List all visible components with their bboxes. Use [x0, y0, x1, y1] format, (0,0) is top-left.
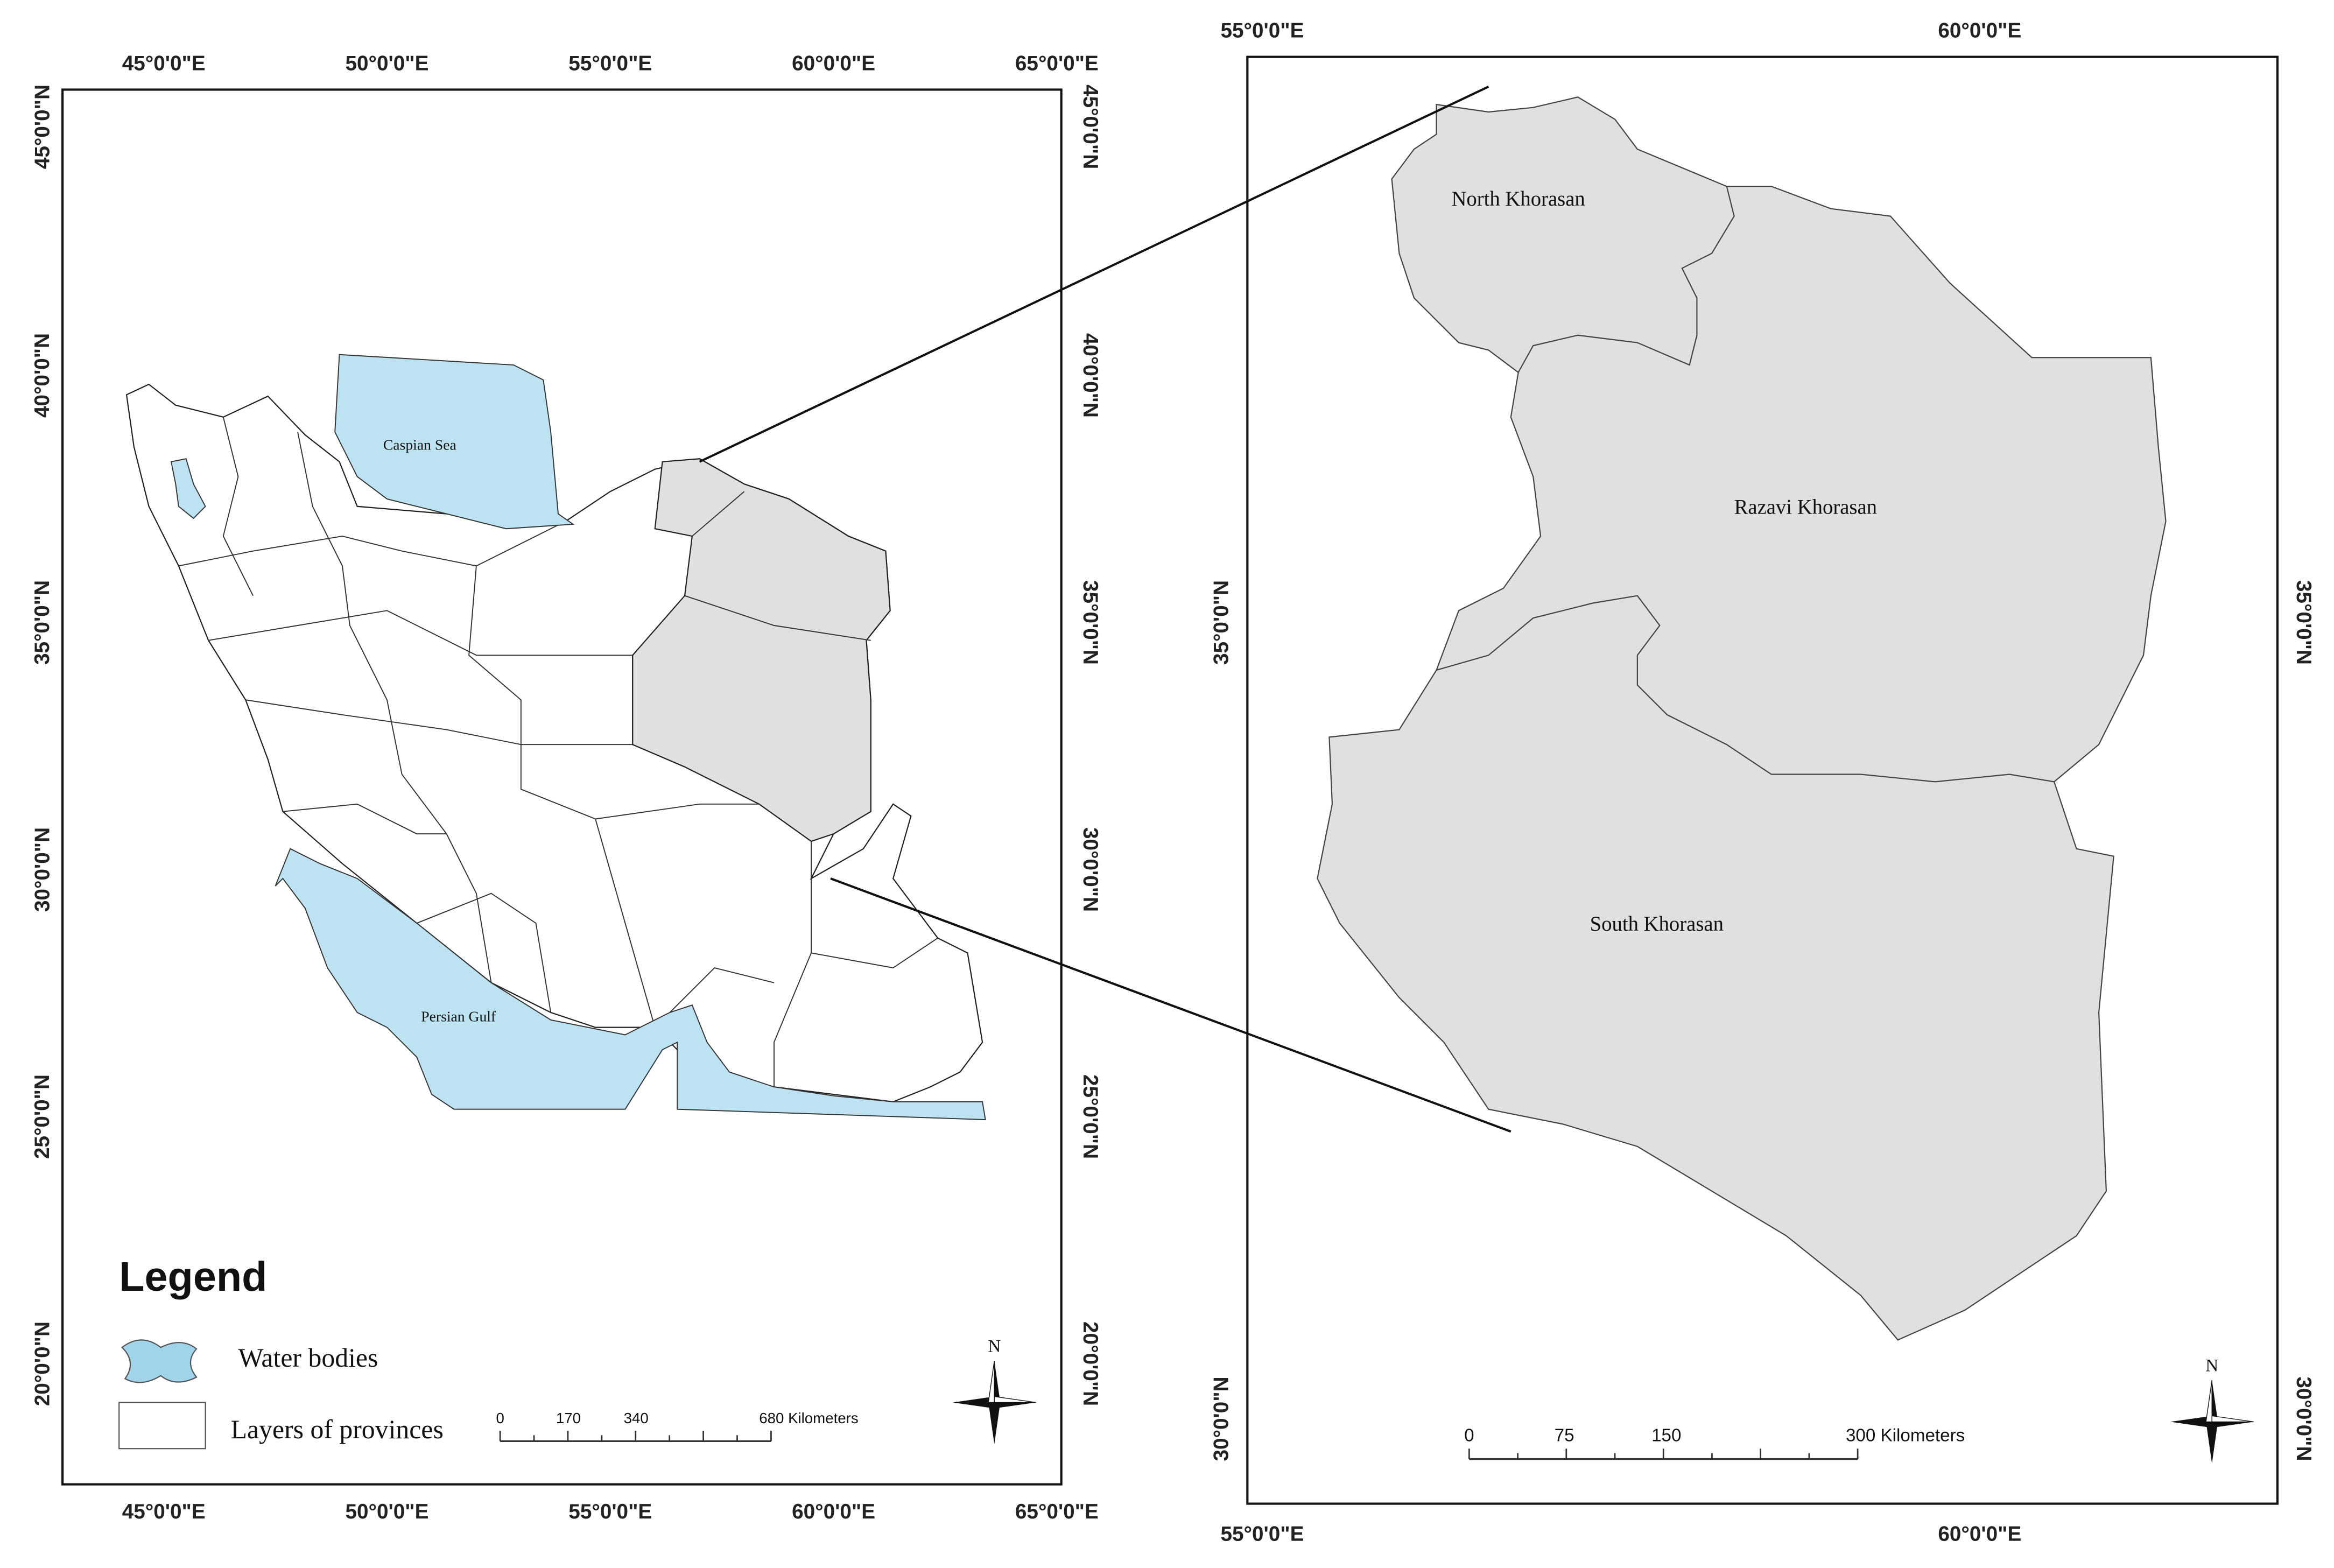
lon-tick-label: 45°0'0"E — [122, 52, 206, 75]
scale-bar: 0 75 150 300 Kilometers — [1464, 1425, 1965, 1460]
province-label: Razavi Khorasan — [1734, 496, 1877, 519]
lat-tick-label: 30°0'0"N — [2292, 1376, 2315, 1461]
scale-label: 75 — [1555, 1425, 1574, 1445]
north-label: N — [988, 1336, 1001, 1356]
scale-label: 0 — [496, 1410, 504, 1426]
lat-tick-label: 20°0'0"N — [31, 1321, 54, 1406]
lon-tick-label: 55°0'0"E — [1221, 19, 1304, 43]
north-arrow — [2205, 1380, 2212, 1423]
legend-item: Water bodies — [238, 1343, 378, 1373]
lat-tick-label: 35°0'0"N — [1079, 580, 1102, 665]
lon-tick-label: 50°0'0"E — [346, 52, 429, 75]
lon-tick-label: 55°0'0"E — [568, 1500, 652, 1523]
lon-tick-label: 55°0'0"E — [568, 52, 652, 75]
gulf-label: Persian Gulf — [421, 1008, 496, 1025]
scale-label: 0 — [1464, 1425, 1474, 1445]
lat-tick-label: 40°0'0"N — [1079, 333, 1102, 418]
lake-urmia — [170, 458, 206, 519]
right-frame — [1246, 55, 2279, 1505]
lon-tick-label: 60°0'0"E — [792, 52, 875, 75]
lat-tick-label: 25°0'0"N — [1079, 1074, 1102, 1159]
lon-tick-label: 50°0'0"E — [346, 1500, 429, 1523]
lat-tick-label: 30°0'0"N — [31, 827, 54, 912]
lat-tick-label: 30°0'0"N — [1210, 1376, 1233, 1461]
lat-tick-label: 45°0'0"N — [1079, 85, 1102, 169]
legend-province-icon — [118, 1402, 206, 1450]
caspian-label: Caspian Sea — [383, 437, 456, 453]
caspian-sea — [334, 354, 575, 530]
graticule-labels: 45°0'0"E 45°0'0"E 50°0'0"E 50°0'0"E 55°0'0"E… — [31, 19, 2315, 1546]
lon-tick-label: 55°0'0"E — [1221, 1523, 1304, 1546]
lon-tick-label: 65°0'0"E — [1015, 1500, 1099, 1523]
lat-tick-label: 20°0'0"N — [1079, 1321, 1102, 1406]
legend-water-icon — [121, 1339, 198, 1383]
lat-tick-label: 35°0'0"N — [1210, 580, 1233, 665]
lon-tick-label: 60°0'0"E — [1938, 1523, 2021, 1546]
north-arrow — [994, 1396, 1036, 1403]
lat-tick-label: 35°0'0"N — [2292, 580, 2315, 665]
scale-label: 170 — [556, 1410, 581, 1426]
scale-label: 680 Kilometers — [759, 1410, 858, 1426]
lat-tick-label: 25°0'0"N — [31, 1074, 54, 1159]
lon-tick-label: 60°0'0"E — [1938, 19, 2021, 43]
lon-tick-label: 65°0'0"E — [1015, 52, 1099, 75]
north-arrow — [988, 1360, 995, 1403]
lat-tick-label: 30°0'0"N — [1079, 827, 1102, 912]
province-borders — [1436, 186, 2055, 783]
legend-item: Layers of provinces — [231, 1415, 444, 1444]
north-arrows: NN — [952, 1336, 2254, 1464]
province-label: North Khorasan — [1451, 188, 1585, 210]
lon-tick-label: 60°0'0"E — [792, 1500, 875, 1523]
north-label: N — [2205, 1355, 2218, 1375]
scale-label: 340 — [624, 1410, 649, 1426]
scale-bar: 0 170 340 680 Kilometers — [496, 1410, 859, 1443]
lat-tick-label: 35°0'0"N — [31, 580, 54, 665]
legend-title: Legend — [119, 1254, 267, 1300]
lat-tick-label: 45°0'0"N — [31, 85, 54, 169]
zoom-connector — [699, 86, 1489, 463]
zoom-connector — [830, 877, 1512, 1133]
lat-tick-label: 40°0'0"N — [31, 333, 54, 418]
left-frame — [61, 88, 1063, 1486]
khorasan-provinces-highlight — [632, 458, 891, 842]
khorasan-region — [1317, 96, 2167, 1341]
north-arrow — [2211, 1415, 2254, 1423]
province-label: South Khorasan — [1590, 913, 1724, 936]
scale-label: 150 — [1651, 1425, 1681, 1445]
khorasan-borders — [684, 491, 871, 641]
persian-gulf — [275, 848, 986, 1121]
scale-label: 300 Kilometers — [1846, 1425, 1965, 1445]
lon-tick-label: 45°0'0"E — [122, 1500, 206, 1523]
